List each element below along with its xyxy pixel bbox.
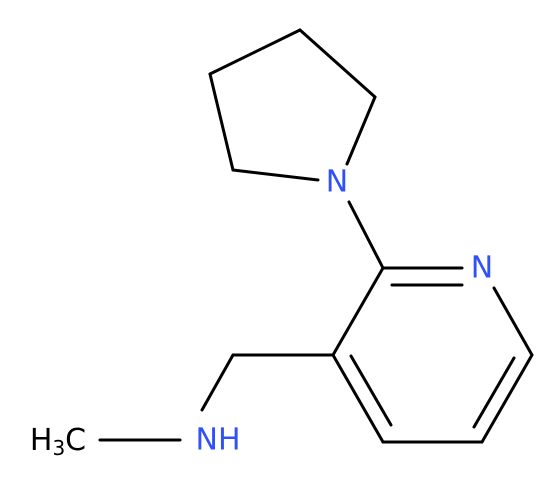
atom-labels: N N NH H3C [30, 165, 493, 460]
bonds [98, 28, 534, 444]
bond [492, 286, 534, 357]
atom-label: NH [196, 423, 241, 458]
atom-label: N [471, 251, 493, 286]
bond [298, 28, 377, 99]
bond [472, 356, 516, 429]
subscript: 3 [52, 436, 65, 460]
bond [345, 95, 377, 166]
methyl-label: H3C [30, 423, 86, 460]
atom-symbol: C [65, 423, 86, 458]
bond [347, 200, 385, 270]
bond [331, 266, 385, 357]
bond [231, 168, 320, 182]
bond [200, 353, 235, 412]
bond [331, 353, 385, 444]
atom-symbol: H [30, 423, 53, 458]
bond [208, 72, 235, 172]
bond [480, 353, 534, 444]
atom-label: N [326, 165, 348, 200]
bond [349, 354, 393, 427]
bond [208, 28, 302, 76]
